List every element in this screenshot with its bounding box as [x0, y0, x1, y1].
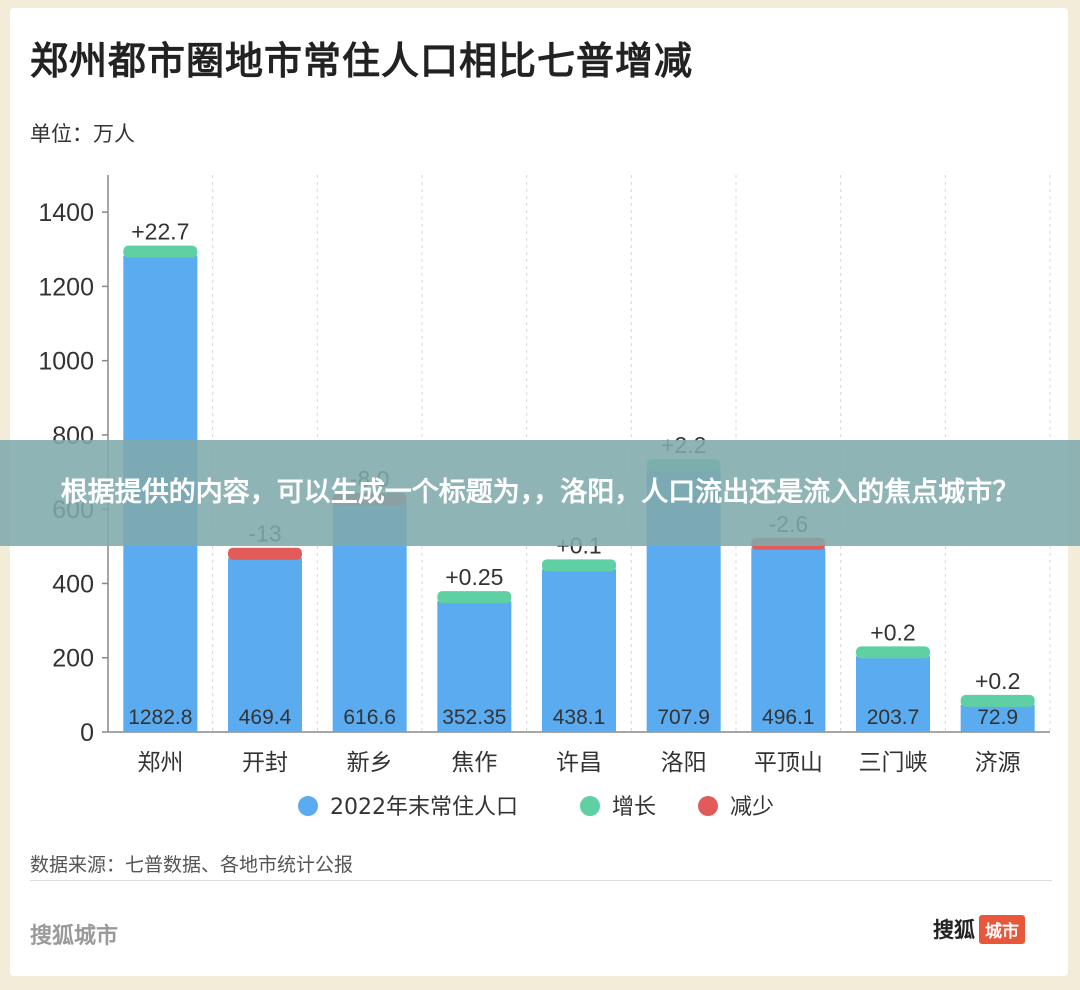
x-tick-label: 洛阳 [661, 750, 707, 776]
legend-marker [698, 796, 718, 816]
x-tick-label: 焦作 [451, 750, 497, 776]
legend-marker [580, 796, 600, 816]
chart-title: 郑州都市圈地市常住人口相比七普增减 [30, 39, 694, 83]
y-tick-label: 1400 [38, 199, 94, 227]
unit-label: 单位：万人 [30, 122, 135, 146]
brand-logo-text: 搜狐 [933, 918, 975, 942]
value-label: 496.1 [762, 706, 815, 729]
population-bar [437, 601, 512, 732]
legend-label: 减少 [730, 795, 774, 820]
population-bar [751, 547, 826, 732]
x-tick-label: 济源 [975, 750, 1021, 776]
caption-overlay-text: 根据提供的内容，可以生成一个标题为，，洛阳，人口流出还是流入的焦点城市？ [60, 477, 1020, 508]
value-label: 1282.8 [128, 706, 192, 729]
increase-marker [123, 245, 198, 258]
caption-overlay: 根据提供的内容，可以生成一个标题为，，洛阳，人口流出还是流入的焦点城市？ [0, 440, 1080, 546]
population-bar [856, 656, 930, 732]
x-tick-label: 许昌 [556, 750, 602, 776]
x-tick-label: 新乡 [347, 750, 393, 776]
increase-marker [960, 694, 1035, 707]
population-bar [542, 569, 616, 732]
data-source-note: 数据来源：七普数据、各地市统计公报 [30, 854, 354, 876]
decrease-marker [228, 547, 302, 560]
value-label: 469.4 [239, 706, 292, 729]
y-tick-label: 200 [52, 645, 94, 673]
population-bar [228, 557, 302, 732]
legend-marker [298, 796, 318, 816]
brand-logo-left: 搜狐城市 [30, 924, 119, 949]
increase-marker [856, 646, 930, 659]
change-label: +0.2 [870, 619, 915, 645]
footer-divider [30, 880, 1052, 881]
value-label: 616.6 [343, 706, 396, 729]
legend-label: 增长 [612, 795, 656, 820]
value-label: 352.35 [442, 706, 506, 729]
legend-label: 2022年末常住人口 [330, 795, 518, 820]
x-tick-label: 平顶山 [754, 750, 823, 776]
y-tick-label: 1200 [38, 273, 94, 301]
x-tick-label: 三门峡 [859, 750, 928, 776]
y-tick-label: 0 [80, 719, 94, 747]
change-label: +0.2 [975, 668, 1020, 694]
y-tick-label: 400 [52, 570, 94, 598]
increase-marker [437, 591, 512, 604]
x-tick-label: 郑州 [137, 750, 183, 776]
value-label: 707.9 [657, 706, 710, 729]
bar-chart: 0200400600800100012001400+22.71282.8郑州-1… [38, 175, 1051, 820]
y-tick-label: 1000 [38, 348, 94, 376]
change-label: +22.7 [131, 219, 189, 245]
value-label: 203.7 [867, 706, 920, 729]
brand-logo-badge: 城市 [979, 914, 1025, 944]
value-label: 72.9 [977, 706, 1018, 729]
change-label: +0.25 [445, 564, 503, 590]
population-bar [960, 704, 1035, 732]
increase-marker [542, 559, 616, 572]
brand-logo-right: 搜狐 城市 [933, 914, 1025, 944]
x-tick-label: 开封 [242, 750, 288, 776]
value-label: 438.1 [553, 706, 606, 729]
